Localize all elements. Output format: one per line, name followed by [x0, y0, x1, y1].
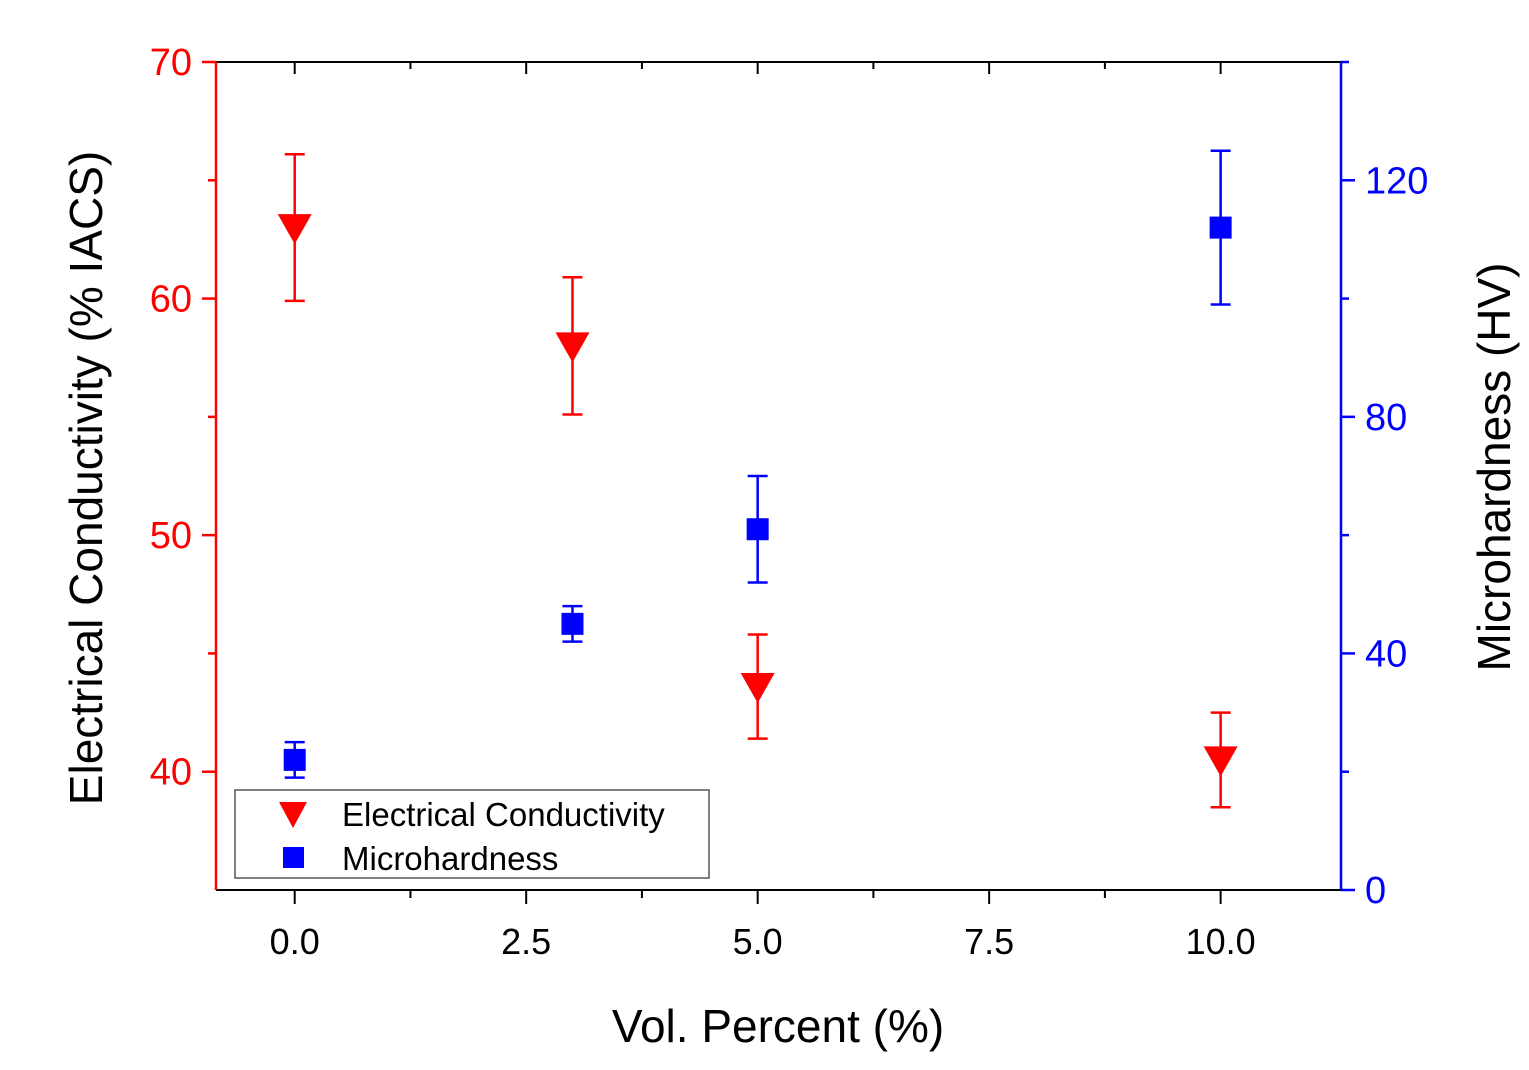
marks-layer: [277, 149, 1238, 809]
legend: Electrical Conductivity Microhardness: [234, 789, 710, 879]
conductivity-point: [740, 673, 775, 704]
x-axis-title: Vol. Percent (%): [612, 1000, 944, 1052]
hardness-point: [1209, 216, 1232, 239]
x-tick-label: 2.5: [501, 921, 551, 962]
legend-marker-hardness: [283, 847, 304, 868]
y-left-tick-label: 60: [150, 279, 192, 321]
y-left-tick-label: 70: [150, 42, 192, 84]
y-left-axis-title: Electrical Conductivity (% IACS): [60, 151, 112, 805]
y-right-tick-label: 80: [1365, 397, 1407, 439]
axes-layer: 0.0 2.5 5.0 7.5 10.0 40 50 60 70 0 40 80 120: [150, 42, 1429, 962]
legend-marker-conductivity: [279, 802, 307, 828]
legend-box: [234, 789, 710, 879]
y-left-tick-label: 50: [150, 515, 192, 557]
y-right-axis-title: Microhardness (HV): [1468, 263, 1520, 672]
conductivity-point: [1203, 746, 1238, 777]
conductivity-point: [277, 214, 312, 245]
hardness-point: [746, 518, 769, 541]
hardness-point: [283, 748, 306, 771]
y-right-tick-label: 0: [1365, 870, 1386, 912]
legend-label-conductivity: Electrical Conductivity: [342, 796, 665, 833]
x-tick-label: 7.5: [964, 921, 1014, 962]
conductivity-point: [555, 332, 590, 363]
x-tick-label: 10.0: [1186, 921, 1256, 962]
hardness-point: [561, 612, 584, 635]
x-tick-label: 0.0: [270, 921, 320, 962]
x-tick-label: 5.0: [733, 921, 783, 962]
y-right-tick-label: 40: [1365, 633, 1407, 675]
y-right-tick-label: 120: [1365, 160, 1428, 202]
y-left-tick-label: 40: [150, 752, 192, 794]
legend-label-hardness: Microhardness: [342, 840, 558, 877]
